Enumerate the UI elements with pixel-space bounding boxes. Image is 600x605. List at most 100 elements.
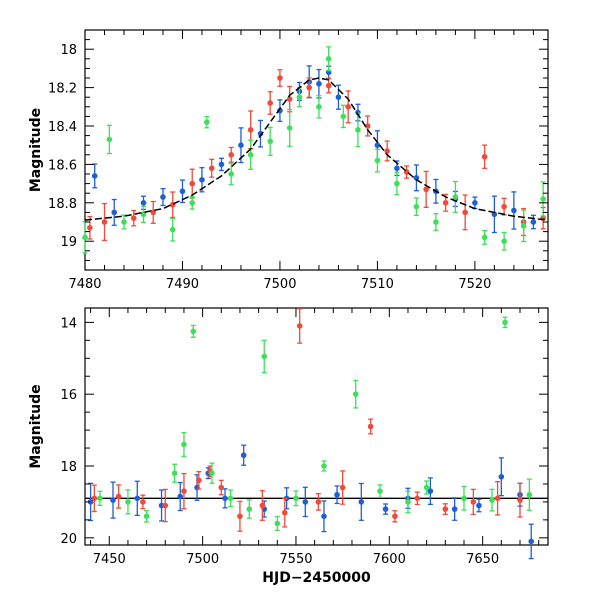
red-marker [196,477,202,484]
red-marker [130,215,137,221]
blue-data-point [277,99,283,123]
red-marker [115,493,122,500]
green-marker [246,506,253,512]
red-data-point [345,90,351,124]
blue-marker [528,538,534,545]
blue-data-point [491,195,498,234]
top-y-tick-label: 18.4 [48,120,77,135]
red-marker [442,506,449,512]
red-data-point [306,77,312,98]
red-marker [501,203,507,210]
green-marker [321,463,327,469]
top-x-tick-label: 7480 [68,277,101,292]
green-marker [340,113,347,120]
green-marker [501,238,507,244]
green-marker [502,319,508,326]
green-data-point [286,108,293,147]
red-data-point [403,165,410,179]
top-panel: 7480 7490 7500 7510 7520 18 18.2 18.4 18.6 18.8 19… [28,29,549,292]
red-marker [384,148,390,154]
blue-data-point [257,119,264,148]
blue-marker [491,211,498,218]
red-marker [218,484,225,491]
red-marker [281,509,288,516]
blue-data-point [382,503,389,515]
blue-data-point [91,163,98,189]
green-data-point [267,126,274,157]
red-data-point [115,484,122,509]
blue-marker [177,493,184,500]
red-data-point [140,494,146,510]
red-data-point [462,194,468,231]
red-data-point [91,484,98,513]
green-data-point [489,488,495,512]
green-data-point [540,181,546,217]
green-marker [452,194,459,200]
green-data-point [189,195,196,210]
green-data-point [520,209,527,243]
blue-marker [218,161,225,168]
red-data-point [494,481,501,516]
top-panel-marks [82,46,549,254]
red-marker [181,488,187,494]
red-marker [259,502,266,509]
green-marker [143,513,150,520]
bottom-y-tick-label: 18 [60,460,77,475]
blue-marker [238,142,244,148]
blue-marker [472,200,478,206]
blue-marker [179,188,186,195]
red-data-point [281,497,288,528]
blue-marker [140,200,147,206]
green-data-point [502,316,508,329]
green-marker [121,219,127,225]
top-x-tick-label: 7520 [458,277,491,292]
model-curve [84,77,549,221]
bottom-x-tick-label: 7650 [466,552,499,567]
green-data-point [261,339,268,374]
green-data-point [125,489,131,515]
blue-marker [413,175,420,181]
green-marker [267,138,274,145]
red-marker [267,100,274,106]
blue-marker [199,176,205,183]
red-data-point [218,479,225,496]
green-data-point [481,229,488,245]
red-marker [150,209,157,216]
bottom-y-axis-label: Magnitude [28,384,44,468]
top-panel-axes: 7480 7490 7500 7510 7520 18 18.2 18.4 18.6 18.8 19 [48,30,548,292]
blue-marker [427,488,434,494]
green-data-point [246,499,253,519]
red-data-point [423,170,429,208]
top-y-tick-label: 18.8 [48,197,77,212]
red-marker [140,499,146,505]
red-data-point [470,488,477,516]
green-marker [97,495,103,502]
red-marker [470,499,477,505]
blue-data-point [302,486,309,518]
green-marker [520,223,527,229]
red-data-point [181,472,187,510]
blue-marker [334,491,340,498]
bottom-panel-marks [85,308,548,560]
red-marker [101,219,108,225]
green-marker [169,226,176,233]
green-data-point [169,217,176,242]
green-marker [377,488,383,494]
green-marker [228,171,235,177]
bottom-panel-frame [84,307,549,546]
blue-marker [316,80,322,87]
red-data-point [442,503,449,516]
red-data-point [481,144,488,169]
red-marker [392,513,398,520]
green-data-point [171,463,178,483]
green-data-point [190,324,197,338]
blue-data-point [413,164,420,192]
bottom-y-tick-label: 16 [60,388,77,403]
red-marker [494,495,501,502]
green-marker [540,196,546,202]
blue-marker [110,497,116,503]
blue-marker [240,452,247,459]
red-marker [442,200,449,206]
red-marker [208,165,215,172]
red-marker [315,499,322,505]
